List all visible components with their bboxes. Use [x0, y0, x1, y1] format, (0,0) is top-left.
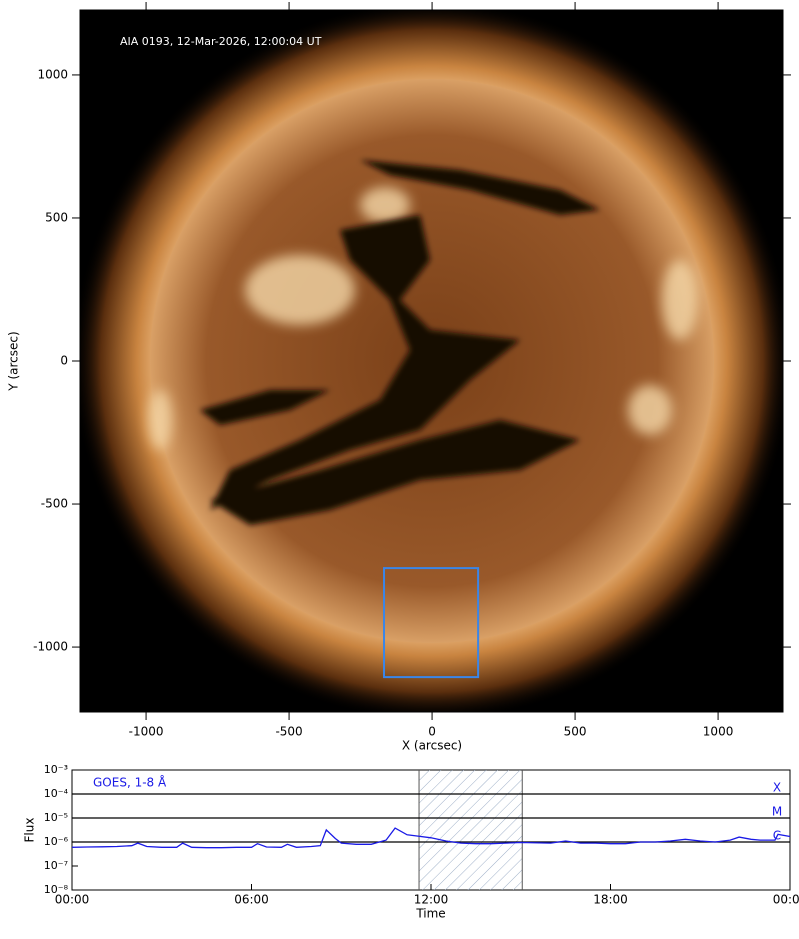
x-tick-label: 18:00: [593, 893, 628, 907]
sun-image: [80, 10, 783, 712]
x-tick-label: 0: [428, 725, 436, 739]
y-tick-label: 500: [45, 210, 68, 224]
y-tick-label: 10⁻⁶: [44, 835, 69, 848]
x-axis-label: Time: [415, 907, 445, 921]
image-annotation: AIA 0193, 12-Mar-2026, 12:00:04 UT: [120, 35, 322, 48]
y-axis-label: Y (arcsec): [7, 331, 21, 391]
y-tick-label: 0: [60, 354, 68, 368]
x-tick-label: -1000: [129, 725, 164, 739]
y-tick-label: 10⁻⁷: [44, 859, 68, 872]
region-box: [383, 567, 480, 679]
y-tick-label: -1000: [33, 640, 68, 654]
x-tick-label: 1000: [703, 725, 734, 739]
level-label: M: [772, 805, 782, 819]
y-tick-label: -500: [41, 497, 68, 511]
y-tick-label: 10⁻⁸: [44, 883, 69, 896]
y-tick-label: 1000: [37, 67, 68, 81]
y-tick-label: 10⁻⁵: [44, 811, 68, 824]
x-axis-label: X (arcsec): [402, 739, 462, 753]
x-tick-label: 00:00: [773, 893, 799, 907]
y-axis-label: Flux: [23, 818, 37, 843]
y-tick-label: 10⁻⁴: [44, 787, 69, 800]
x-tick-label: 12:00: [414, 893, 449, 907]
x-tick-label: 00:00: [55, 893, 90, 907]
level-label: X: [773, 781, 781, 795]
legend-label: GOES, 1-8 Å: [93, 775, 167, 790]
flux-line: [71, 827, 791, 849]
x-tick-label: 06:00: [234, 893, 269, 907]
x-tick-label: 500: [564, 725, 587, 739]
y-tick-label: 10⁻³: [44, 763, 68, 776]
time-span: [419, 770, 523, 890]
x-tick-label: -500: [275, 725, 302, 739]
